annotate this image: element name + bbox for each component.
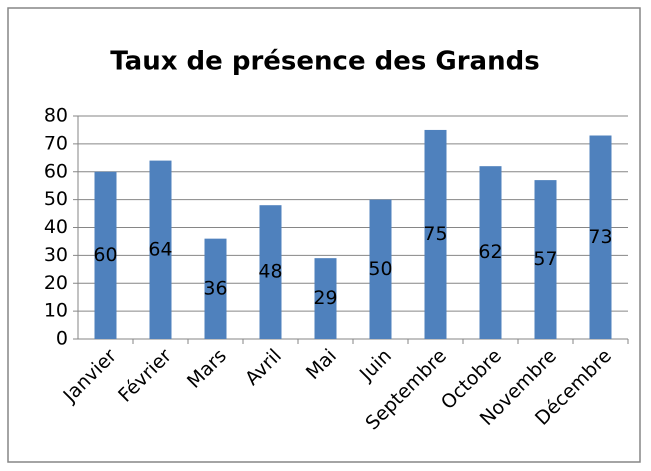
y-tick-label: 30 bbox=[44, 244, 68, 266]
chart-title: Taux de présence des Grands bbox=[110, 47, 539, 77]
y-tick-label: 10 bbox=[44, 300, 68, 322]
bar bbox=[149, 160, 172, 339]
value-label: 64 bbox=[148, 238, 172, 260]
value-label: 36 bbox=[203, 277, 227, 299]
y-tick-label: 0 bbox=[56, 328, 68, 350]
bar bbox=[259, 205, 282, 339]
bar bbox=[314, 258, 337, 339]
y-tick-label: 40 bbox=[44, 216, 68, 238]
value-label: 50 bbox=[368, 258, 392, 280]
bar bbox=[94, 171, 117, 339]
y-tick-label: 20 bbox=[44, 272, 68, 294]
value-label: 62 bbox=[478, 241, 502, 263]
y-tick-label: 60 bbox=[44, 160, 68, 182]
value-label: 57 bbox=[533, 248, 557, 270]
bar bbox=[369, 199, 392, 339]
value-label: 48 bbox=[258, 261, 282, 283]
bar bbox=[479, 166, 502, 339]
value-label: 75 bbox=[423, 223, 447, 245]
y-tick-label: 50 bbox=[44, 188, 68, 210]
y-tick-label: 80 bbox=[44, 105, 68, 127]
bar bbox=[589, 135, 612, 339]
value-label: 29 bbox=[313, 287, 337, 309]
y-tick-label: 70 bbox=[44, 132, 68, 154]
bar bbox=[204, 238, 227, 339]
value-label: 60 bbox=[93, 244, 117, 266]
bar bbox=[534, 180, 557, 339]
bar bbox=[424, 129, 447, 339]
value-label: 73 bbox=[588, 226, 612, 248]
